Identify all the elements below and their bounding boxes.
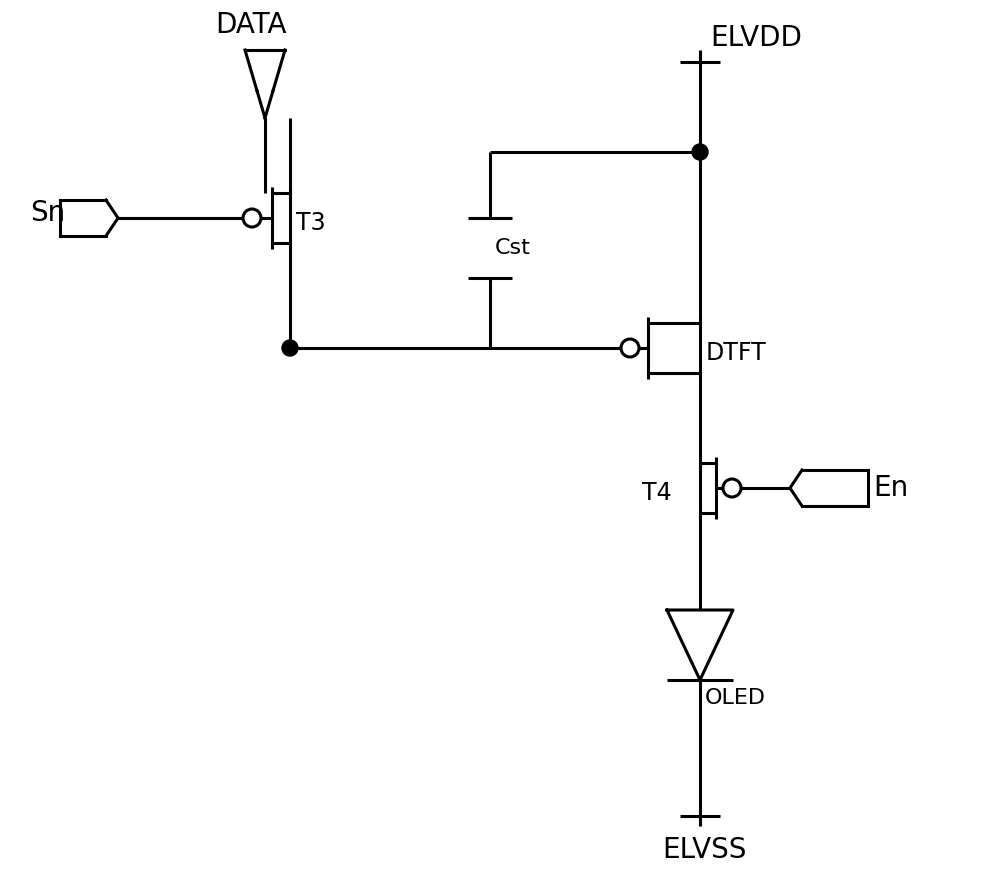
Circle shape	[243, 209, 261, 227]
Circle shape	[621, 339, 639, 357]
Text: DATA: DATA	[215, 11, 287, 39]
Text: Cst: Cst	[495, 238, 531, 258]
Text: T4: T4	[642, 481, 672, 505]
Circle shape	[282, 340, 298, 356]
Text: ELVSS: ELVSS	[662, 836, 746, 864]
Text: En: En	[873, 474, 908, 502]
Text: T3: T3	[296, 211, 326, 235]
Text: Sn: Sn	[30, 199, 65, 227]
Text: OLED: OLED	[705, 688, 766, 708]
Text: DTFT: DTFT	[706, 341, 767, 365]
Circle shape	[692, 144, 708, 160]
Circle shape	[723, 479, 741, 497]
Text: ELVDD: ELVDD	[710, 24, 802, 52]
